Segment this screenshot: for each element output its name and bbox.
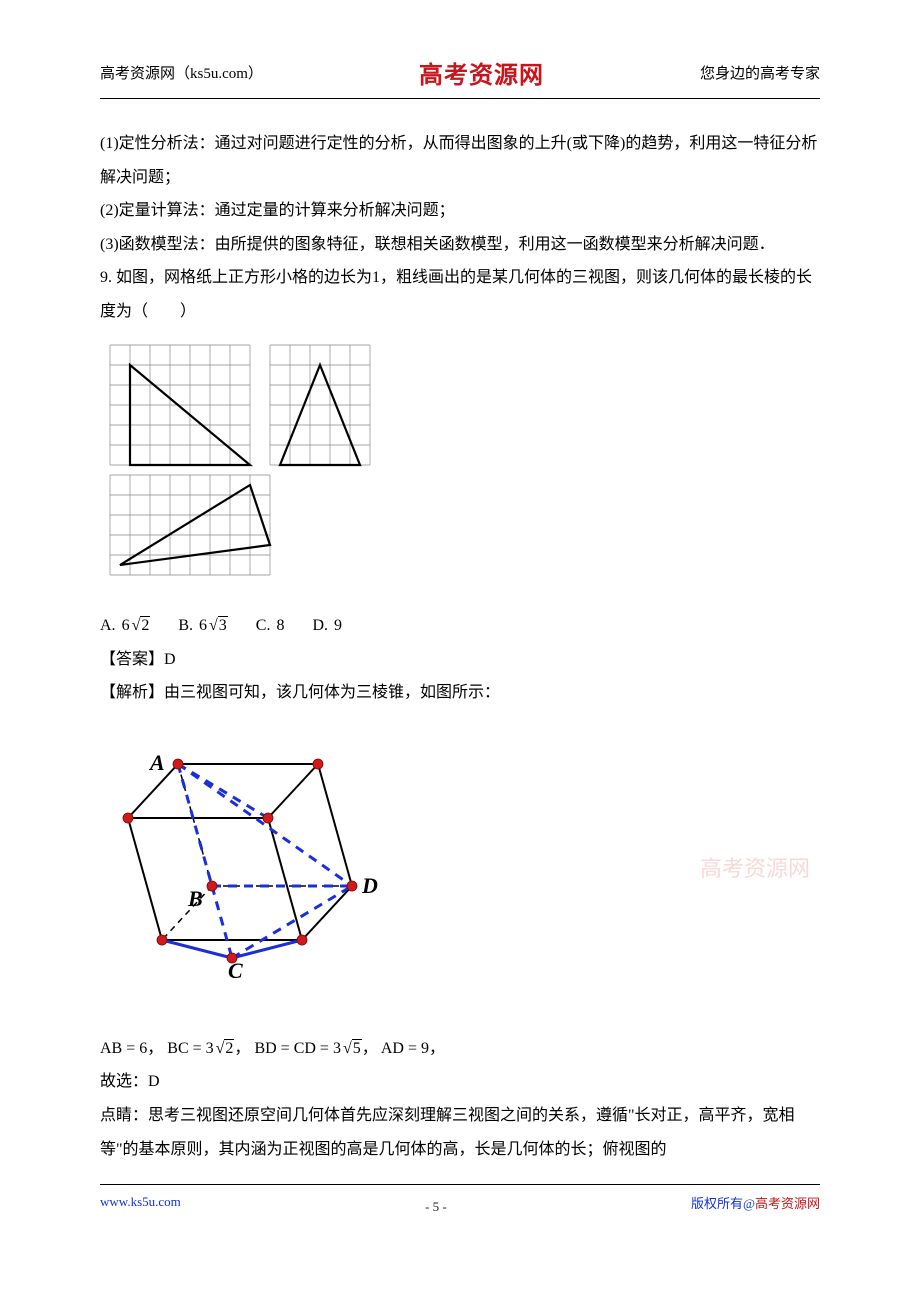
method-2: (2)定量计算法：通过定量的计算来分析解决问题； — [100, 194, 820, 228]
dianping: 点睛：思考三视图还原空间几何体首先应深刻理解三视图之间的关系，遵循"长对正，高平… — [100, 1099, 820, 1166]
footer-url: www.ks5u.com — [100, 1194, 181, 1210]
header-logo-text: 高考资源网 — [419, 55, 544, 90]
therefore-line: 故选：D — [100, 1065, 820, 1099]
header-right: 您身边的高考专家 — [700, 62, 820, 83]
option-b: B. 63 — [178, 609, 227, 643]
footer-copyright: 版权所有@高考资源网 — [691, 1193, 820, 1212]
page-number: - 5 - — [181, 1199, 691, 1215]
svg-text:D: D — [361, 873, 378, 898]
main-content: (1)定性分析法：通过对问题进行定性的分析，从而得出图象的上升(或下降)的趋势，… — [100, 127, 820, 1166]
method-3: (3)函数模型法：由所提供的图象特征，联想相关函数模型，利用这一函数模型来分析解… — [100, 228, 820, 262]
option-c: C. 8 — [256, 609, 285, 643]
question-9-stem: 9. 如图，网格纸上正方形小格的边长为1，粗线画出的是某几何体的三视图，则该几何… — [100, 261, 820, 328]
svg-text:B: B — [187, 886, 203, 911]
svg-text:A: A — [148, 750, 165, 775]
svg-text:C: C — [228, 958, 243, 983]
page-footer: www.ks5u.com - 5 - 版权所有@高考资源网 — [100, 1184, 820, 1215]
analysis-line: 【解析】由三视图可知，该几何体为三棱锥，如图所示： — [100, 676, 820, 710]
option-d: D. 9 — [312, 609, 342, 643]
option-a: A. 62 — [100, 609, 150, 643]
answer-line: 【答案】D — [100, 643, 820, 677]
page-header: 高考资源网（ks5u.com） 高考资源网 您身边的高考专家 — [100, 55, 820, 99]
method-1: (1)定性分析法：通过对问题进行定性的分析，从而得出图象的上升(或下降)的趋势，… — [100, 127, 820, 194]
three-view-figure — [100, 335, 820, 606]
question-9-options: A. 62 B. 63 C. 8 D. 9 — [100, 609, 820, 643]
header-left: 高考资源网（ks5u.com） — [100, 62, 263, 83]
edge-lengths: AB = 6， BC = 32， BD = CD = 35， AD = 9， — [100, 1032, 820, 1066]
